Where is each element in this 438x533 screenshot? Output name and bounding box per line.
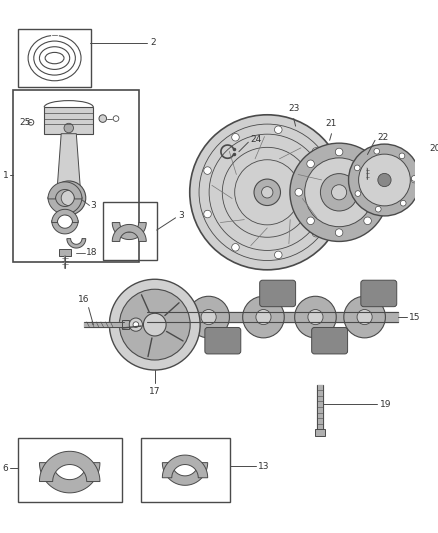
Circle shape xyxy=(307,160,314,167)
Polygon shape xyxy=(112,224,146,241)
Circle shape xyxy=(243,296,284,338)
Text: 19: 19 xyxy=(380,400,391,408)
Circle shape xyxy=(327,189,335,196)
Circle shape xyxy=(204,210,211,218)
Text: 3: 3 xyxy=(91,201,96,210)
Circle shape xyxy=(204,167,211,174)
Circle shape xyxy=(120,289,190,360)
Circle shape xyxy=(364,160,371,168)
Circle shape xyxy=(256,310,271,325)
Text: 3: 3 xyxy=(178,212,184,221)
Circle shape xyxy=(344,296,385,338)
Circle shape xyxy=(374,148,380,154)
Text: 2: 2 xyxy=(150,38,155,47)
Bar xyxy=(103,202,157,260)
FancyBboxPatch shape xyxy=(260,280,296,306)
FancyBboxPatch shape xyxy=(312,327,348,354)
Circle shape xyxy=(375,206,381,212)
Circle shape xyxy=(64,123,74,133)
Circle shape xyxy=(321,174,358,211)
Text: 17: 17 xyxy=(149,387,160,396)
Bar xyxy=(141,438,230,502)
Text: 20: 20 xyxy=(430,144,438,154)
FancyBboxPatch shape xyxy=(361,280,397,306)
Circle shape xyxy=(411,177,417,183)
Circle shape xyxy=(376,189,383,196)
Circle shape xyxy=(110,279,200,370)
Circle shape xyxy=(295,296,336,338)
Circle shape xyxy=(254,179,280,206)
Text: 25: 25 xyxy=(20,118,31,127)
Polygon shape xyxy=(67,239,86,248)
Circle shape xyxy=(354,165,360,171)
Circle shape xyxy=(305,158,374,227)
Circle shape xyxy=(143,313,166,336)
Bar xyxy=(44,107,93,134)
Circle shape xyxy=(308,310,323,325)
Bar xyxy=(13,90,139,262)
Bar xyxy=(18,29,92,87)
Text: 13: 13 xyxy=(258,462,269,471)
Polygon shape xyxy=(39,463,100,493)
Circle shape xyxy=(400,200,406,206)
Circle shape xyxy=(61,190,76,206)
Circle shape xyxy=(133,322,139,327)
Circle shape xyxy=(357,310,372,325)
Polygon shape xyxy=(39,451,100,481)
Circle shape xyxy=(99,115,106,123)
Circle shape xyxy=(275,251,282,259)
Polygon shape xyxy=(162,455,208,478)
Circle shape xyxy=(355,191,361,196)
Polygon shape xyxy=(112,223,146,239)
Text: 23: 23 xyxy=(288,104,300,113)
Bar xyxy=(315,429,325,436)
Circle shape xyxy=(359,154,410,206)
Circle shape xyxy=(399,153,405,159)
Polygon shape xyxy=(52,209,78,223)
Bar xyxy=(59,249,71,256)
Polygon shape xyxy=(162,463,208,486)
Text: 15: 15 xyxy=(409,312,420,321)
Circle shape xyxy=(261,187,273,198)
Polygon shape xyxy=(48,197,82,214)
Bar xyxy=(122,320,129,329)
Circle shape xyxy=(232,244,239,251)
Circle shape xyxy=(332,185,346,200)
Polygon shape xyxy=(48,182,82,199)
Polygon shape xyxy=(57,134,81,198)
Circle shape xyxy=(336,148,343,156)
Circle shape xyxy=(295,189,303,196)
Polygon shape xyxy=(52,221,78,234)
Circle shape xyxy=(307,217,314,224)
Text: 22: 22 xyxy=(377,133,388,142)
Circle shape xyxy=(411,175,417,181)
Circle shape xyxy=(129,318,142,331)
Text: 6: 6 xyxy=(3,464,8,473)
Bar xyxy=(18,438,122,502)
Text: 24: 24 xyxy=(250,135,261,144)
Text: 16: 16 xyxy=(78,295,90,304)
Circle shape xyxy=(364,160,371,167)
Circle shape xyxy=(349,144,420,216)
Circle shape xyxy=(312,148,320,155)
FancyBboxPatch shape xyxy=(205,327,241,354)
Circle shape xyxy=(312,229,320,237)
Circle shape xyxy=(378,173,391,187)
Circle shape xyxy=(201,310,216,325)
Circle shape xyxy=(290,143,388,241)
Text: 18: 18 xyxy=(86,248,97,257)
Circle shape xyxy=(336,229,343,236)
Text: 1: 1 xyxy=(3,171,8,180)
Circle shape xyxy=(232,133,239,141)
Text: 21: 21 xyxy=(326,119,337,128)
Circle shape xyxy=(364,217,371,224)
Circle shape xyxy=(188,296,230,338)
Circle shape xyxy=(52,181,86,215)
Circle shape xyxy=(275,126,282,133)
Circle shape xyxy=(190,115,345,270)
